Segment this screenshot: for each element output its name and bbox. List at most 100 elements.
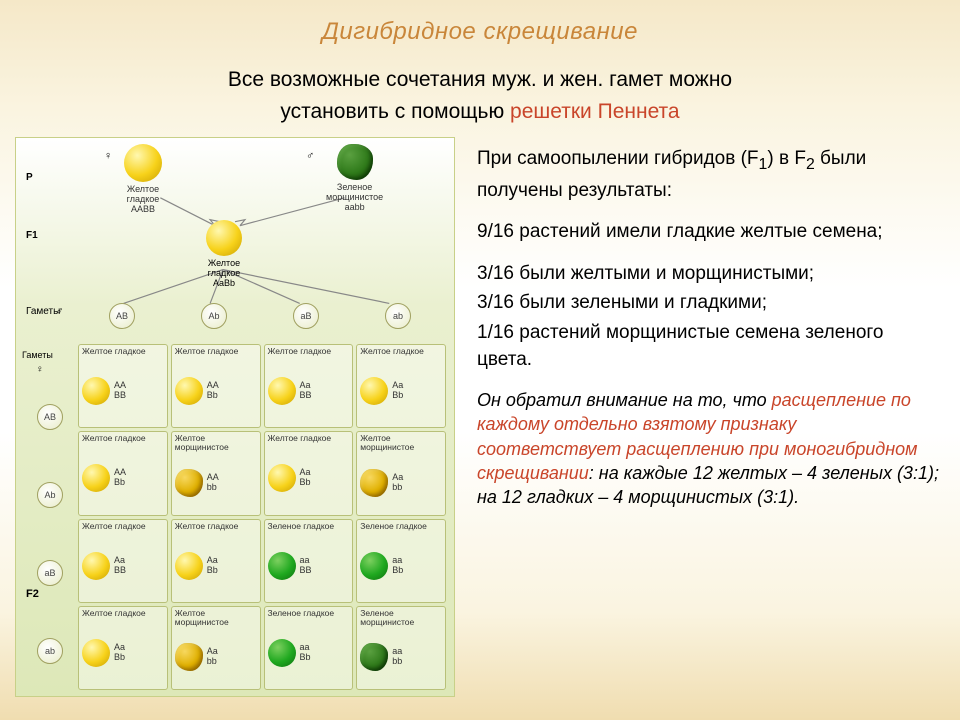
parent-m-geno: aabb — [326, 202, 383, 212]
intro-a: При самоопылении гибридов (F — [477, 148, 759, 169]
seed-yellow-smooth-icon — [82, 464, 110, 492]
seed-yellow-smooth-icon — [268, 377, 296, 405]
cell-genotype: AaBB — [300, 381, 312, 401]
cell-genotype: aaBb — [300, 643, 311, 663]
cell-body: Aabb — [175, 628, 257, 687]
female-symbol-small: ♀ — [36, 364, 44, 375]
punnett-cell: Желтое гладкое AABb — [171, 344, 261, 428]
gamete-top-1: Ab — [201, 303, 227, 329]
parent-f-geno: AABB — [124, 204, 162, 214]
concl-a: Он обратил внимание на то, что — [477, 390, 772, 410]
cell-body: Aabb — [360, 453, 442, 512]
parent-f-phen1: Желтое — [124, 184, 162, 194]
gamete-top-2: aB — [293, 303, 319, 329]
page-title: Дигибридное скрещивание — [0, 0, 960, 46]
gamete-side-1: Ab — [37, 482, 63, 508]
seed-yellow-wrinkled-icon — [175, 643, 203, 671]
cell-phenotype: Желтое морщинистое — [360, 434, 442, 452]
seed-yellow-smooth-icon — [124, 144, 162, 182]
seed-yellow-smooth-icon — [360, 377, 388, 405]
title-text: Дигибридное скрещивание — [322, 18, 638, 45]
cell-phenotype: Желтое гладкое — [268, 347, 350, 356]
punnett-cell: Желтое гладкое AABb — [78, 431, 168, 515]
seed-green-wrinkled-icon — [360, 643, 388, 671]
seed-green-smooth-icon — [268, 552, 296, 580]
intro-text: При самоопылении гибридов (F1) в F2 были… — [477, 145, 942, 204]
cell-body: AABB — [82, 357, 164, 425]
cell-body: AAbb — [175, 453, 257, 512]
cell-genotype: AAbb — [207, 473, 219, 493]
male-symbol-small: ♂ — [56, 306, 64, 317]
cell-body: aabb — [360, 628, 442, 687]
seed-yellow-smooth-icon — [175, 377, 203, 405]
cell-phenotype: Зеленое гладкое — [268, 609, 350, 618]
cell-body: aaBb — [268, 619, 350, 687]
cell-phenotype: Зеленое гладкое — [360, 522, 442, 531]
cell-phenotype: Желтое гладкое — [360, 347, 442, 356]
cell-phenotype: Зеленое морщинистое — [360, 609, 442, 627]
cell-genotype: AABb — [207, 381, 219, 401]
punnett-cell: Зеленое гладкое aaBb — [264, 606, 354, 690]
f1-row: F1 Желтое гладкое AaBb — [16, 220, 454, 290]
punnett-cell: Желтое морщинистоеAabb — [171, 606, 261, 690]
cell-genotype: AaBb — [392, 381, 403, 401]
subtitle-line2a: установить с помощью — [280, 100, 510, 123]
punnett-cell: Зеленое морщинистое aabb — [356, 606, 446, 690]
cell-genotype: AABb — [114, 468, 126, 488]
punnett-cell: Желтое морщинистое AAbb — [171, 431, 261, 515]
cell-genotype: Aabb — [207, 647, 218, 667]
f1-hybrid: Желтое гладкое AaBb — [206, 220, 242, 288]
cell-genotype: AaBb — [207, 556, 218, 576]
punnett-cell: Желтое гладкое AaBb — [264, 431, 354, 515]
cell-genotype: AABB — [114, 381, 126, 401]
cell-body: AaBb — [268, 444, 350, 512]
gametes-side-col: AB Ab aB ab — [24, 378, 76, 690]
seed-yellow-wrinkled-icon — [175, 469, 203, 497]
cell-phenotype: Желтое гладкое — [82, 347, 164, 356]
female-symbol: ♀ — [104, 150, 112, 162]
f1-phen1: Желтое — [206, 258, 242, 268]
p-generation-row: P ♀ Желтое гладкое AABB ♂ Зеленое морщин… — [16, 144, 454, 218]
punnett-cell: Зеленое гладкоеaaBB — [264, 519, 354, 603]
gamete-side-3: ab — [37, 638, 63, 664]
gamete-side-0: AB — [37, 404, 63, 430]
parent-male: Зеленое морщинистое aabb — [326, 144, 383, 212]
cell-genotype: aabb — [392, 647, 402, 667]
gametes-top-row: AB Ab aB ab — [76, 296, 444, 336]
seed-yellow-smooth-icon — [82, 377, 110, 405]
parent-female: Желтое гладкое AABB — [124, 144, 162, 214]
punnett-grid: Желтое гладкоеAABBЖелтое гладкоеAABbЖелт… — [78, 344, 446, 690]
f1-phen2: гладкое — [206, 268, 242, 278]
cell-genotype: aaBb — [392, 556, 403, 576]
seed-green-smooth-icon — [268, 639, 296, 667]
ratio-2: 3/16 были желтыми и морщинистыми; — [477, 260, 942, 288]
cell-phenotype: Желтое гладкое — [268, 434, 350, 443]
seed-yellow-smooth-icon — [175, 552, 203, 580]
punnett-cell: Желтое морщинистоеAabb — [356, 431, 446, 515]
gametes-side-label: Гаметы — [22, 350, 53, 360]
cell-phenotype: Желтое гладкое — [82, 434, 164, 443]
seed-yellow-smooth-icon — [206, 220, 242, 256]
punnett-diagram: P ♀ Желтое гладкое AABB ♂ Зеленое морщин… — [15, 137, 455, 697]
parent-m-phen2: морщинистое — [326, 192, 383, 202]
punnett-cell: Желтое гладкое AaBb — [356, 344, 446, 428]
cell-body: AaBb — [175, 531, 257, 599]
punnett-cell: Желтое гладкое AaBB — [264, 344, 354, 428]
text-column: При самоопылении гибридов (F1) в F2 были… — [455, 137, 960, 697]
cell-genotype: AaBb — [300, 468, 311, 488]
punnett-cell: Желтое гладкоеAaBb — [78, 606, 168, 690]
seed-yellow-smooth-icon — [82, 552, 110, 580]
seed-yellow-smooth-icon — [82, 639, 110, 667]
ratio-4: 1/16 растений морщинистые семена зеленог… — [477, 319, 942, 374]
seed-yellow-smooth-icon — [268, 464, 296, 492]
f2-label: F2 — [26, 588, 39, 600]
cell-phenotype: Желтое морщинистое — [175, 434, 257, 452]
seed-green-wrinkled-icon — [337, 144, 373, 180]
content-row: P ♀ Желтое гладкое AABB ♂ Зеленое морщин… — [0, 137, 960, 697]
gamete-top-0: AB — [109, 303, 135, 329]
cell-phenotype: Желтое гладкое — [82, 609, 164, 618]
seed-green-smooth-icon — [360, 552, 388, 580]
cell-body: AABb — [175, 357, 257, 425]
cell-body: AABb — [82, 444, 164, 512]
cell-phenotype: Желтое гладкое — [175, 347, 257, 356]
